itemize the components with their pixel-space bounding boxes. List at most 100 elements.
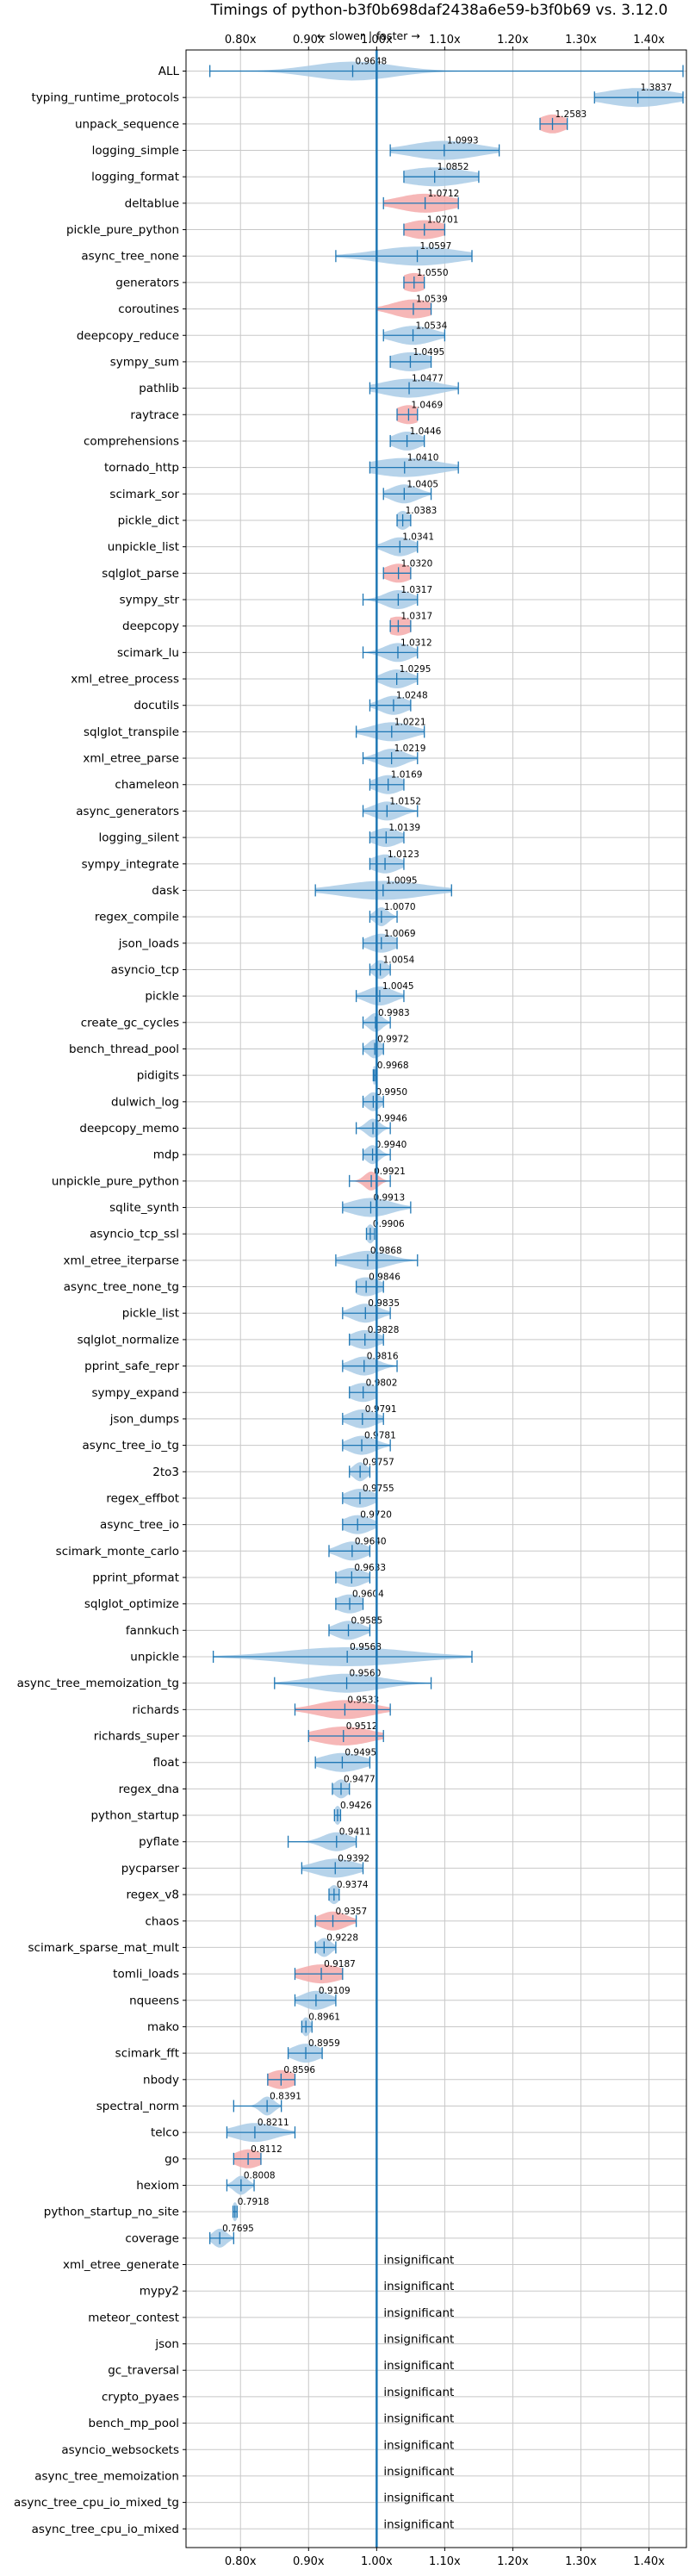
value-label-all: 0.9648 <box>356 57 388 67</box>
value-label-create-gc-cycles: 0.9983 <box>378 1008 410 1018</box>
category-label-scimark-sor: scimark_sor <box>109 488 179 501</box>
value-label-tornado-http: 1.0410 <box>407 453 439 464</box>
category-label-scimark-lu: scimark_lu <box>117 646 179 660</box>
category-label-coverage: coverage <box>125 2231 179 2245</box>
value-label-telco: 0.8211 <box>258 2118 289 2128</box>
value-label-python-startup: 0.9426 <box>340 1801 372 1811</box>
violin-regex-effbot: 0.9755 <box>342 1484 394 1508</box>
violin-coverage: 0.7695 <box>209 2224 254 2248</box>
value-label-unpickle-pure-python: 0.9921 <box>374 1167 406 1177</box>
violin-pickle-pure-python: 1.0701 <box>403 215 458 240</box>
category-label-regex-effbot: regex_effbot <box>106 1491 179 1505</box>
value-label-unpickle-list: 1.0341 <box>402 532 434 543</box>
violin-deltablue: 1.0712 <box>382 189 459 213</box>
value-label-pickle: 1.0045 <box>382 981 414 992</box>
insignificant-label: insignificant <box>383 2359 454 2373</box>
category-label-docutils: docutils <box>133 699 179 712</box>
category-label-regex-dna: regex_dna <box>119 1783 179 1796</box>
faster-label: faster → <box>376 29 420 42</box>
value-label-pycparser: 0.9392 <box>338 1853 369 1864</box>
direction-separator: | <box>369 29 372 42</box>
x-tick-label-bottom: 0.80x <box>225 2555 257 2568</box>
category-label-sympy-sum: sympy_sum <box>110 355 179 369</box>
value-label-docutils: 1.0248 <box>396 691 428 701</box>
value-label-chameleon: 1.0169 <box>391 770 423 781</box>
category-label-async-generators: async_generators <box>76 805 179 818</box>
x-axis-ticks: 0.80x 0.80x 0.90x 0.90x 1.00x 1.00x 1.10x 1.10x… <box>225 34 665 2568</box>
category-label-logging-format: logging_format <box>91 171 179 184</box>
x-tick-label-top: 1.00x <box>361 34 393 47</box>
value-label-sqlglot-transpile: 1.0221 <box>394 717 426 727</box>
value-label-scimark-fft: 0.8959 <box>308 2038 340 2049</box>
violin-pickle: 1.0045 <box>355 981 414 1006</box>
value-label-chaos: 0.9357 <box>336 1907 368 1917</box>
violin-sympy-integrate: 1.0123 <box>369 849 419 874</box>
value-label-go: 0.8112 <box>251 2144 282 2155</box>
violin-asyncio-tcp-ssl: 0.9906 <box>365 1219 405 1244</box>
category-label-telco: telco <box>151 2126 179 2140</box>
category-label-nbody: nbody <box>143 2073 179 2087</box>
insignificant-label: insignificant <box>383 2280 454 2293</box>
category-label-tornado-http: tornado_http <box>104 461 179 475</box>
category-label-sqlite-synth: sqlite_synth <box>109 1201 179 1215</box>
value-label-mdp: 0.9940 <box>376 1140 407 1150</box>
category-label-mako: mako <box>147 2020 179 2034</box>
violin-pathlib: 1.0477 <box>369 374 459 398</box>
value-label-hexiom: 0.8008 <box>244 2171 276 2181</box>
category-label-pyflate: pyflate <box>139 1835 179 1849</box>
violin-nqueens: 0.9109 <box>294 1986 351 2010</box>
category-label-typing-runtime-protocols: typing_runtime_protocols <box>32 91 180 105</box>
value-label-pickle-dict: 1.0383 <box>406 506 438 516</box>
value-label-sympy-str: 1.0317 <box>400 585 432 595</box>
violin-pyflate: 0.9411 <box>287 1827 371 1851</box>
category-label-sympy-integrate: sympy_integrate <box>82 857 179 871</box>
category-label-pycparser: pycparser <box>121 1862 180 1876</box>
category-label-xml-etree-generate: xml_etree_generate <box>63 2258 179 2272</box>
violin-raytrace: 1.0469 <box>396 400 443 425</box>
violin-pprint-safe-repr: 0.9816 <box>342 1352 399 1376</box>
value-label-logging-format: 1.0852 <box>438 162 469 172</box>
insignificant-label: insignificant <box>383 2517 454 2531</box>
value-label-sqlglot-optimize: 0.9604 <box>352 1590 384 1600</box>
violin-generators: 1.0550 <box>403 268 449 292</box>
value-label-sympy-integrate: 1.0123 <box>388 849 419 860</box>
violin-sqlglot-transpile: 1.0221 <box>355 717 426 742</box>
category-label-scimark-sparse-mat-mult: scimark_sparse_mat_mult <box>28 1941 179 1955</box>
violin-sqlglot-parse: 1.0320 <box>382 558 432 583</box>
value-label-richards: 0.9533 <box>347 1695 379 1705</box>
category-label-xml-etree-process: xml_etree_process <box>71 673 179 687</box>
x-tick-label-bottom: 1.20x <box>497 2555 529 2568</box>
violin-scimark-fft: 0.8959 <box>287 2038 340 2063</box>
x-tick-label-top: 1.10x <box>429 34 461 47</box>
value-label-tomli-loads: 0.9187 <box>324 1959 356 1969</box>
value-label-float: 0.9495 <box>344 1748 376 1758</box>
value-label-regex-compile: 1.0070 <box>384 902 416 912</box>
category-label-async-tree-memoization-tg: async_tree_memoization_tg <box>17 1677 179 1690</box>
violin-regex-dna: 0.9477 <box>332 1774 376 1799</box>
violin-scimark-sor: 1.0405 <box>382 479 438 504</box>
category-label-mypy2: mypy2 <box>140 2285 179 2299</box>
category-label-deepcopy-reduce: deepcopy_reduce <box>77 329 179 343</box>
violin-async-tree-io-tg: 0.9781 <box>342 1431 396 1455</box>
violin-mako: 0.8961 <box>301 2012 340 2037</box>
category-label-mdp: mdp <box>153 1148 179 1162</box>
category-label-json: json <box>154 2337 179 2351</box>
violin-dask: 1.0095 <box>314 875 452 900</box>
value-label-raytrace: 1.0469 <box>411 400 443 410</box>
value-label-regex-effbot: 0.9755 <box>363 1484 394 1494</box>
violin-unpickle: 0.9568 <box>212 1642 473 1666</box>
category-label-bench-mp-pool: bench_mp_pool <box>89 2417 179 2430</box>
category-labels: ALL typing_runtime_protocols unpack_sequen… <box>14 65 186 2536</box>
value-label-python-startup-no-site: 0.7918 <box>238 2197 270 2207</box>
category-label-meteor-contest: meteor_contest <box>88 2311 179 2324</box>
category-label-richards: richards <box>133 1703 179 1717</box>
value-label-xml-etree-parse: 1.0219 <box>394 744 426 754</box>
violin-sympy-sum: 1.0495 <box>389 347 444 371</box>
violin-bench-thread-pool: 0.9972 <box>362 1034 409 1059</box>
category-label-pprint-safe-repr: pprint_safe_repr <box>84 1360 179 1373</box>
category-label-xml-etree-iterparse: xml_etree_iterparse <box>64 1254 180 1267</box>
x-tick-label-bottom: 1.00x <box>361 2555 393 2568</box>
category-label-async-tree-memoization: async_tree_memoization <box>34 2469 179 2483</box>
